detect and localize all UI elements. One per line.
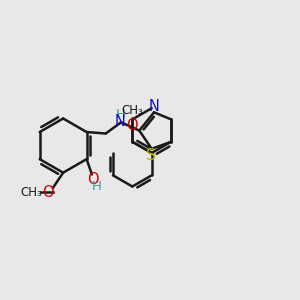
Text: CH₃: CH₃ (122, 104, 143, 117)
Text: O: O (127, 118, 138, 134)
Text: O: O (87, 172, 99, 187)
Text: CH₃: CH₃ (21, 186, 43, 199)
Text: O: O (42, 185, 53, 200)
Text: S: S (146, 148, 156, 163)
Text: N: N (115, 114, 126, 129)
Text: H: H (116, 109, 125, 122)
Text: H: H (92, 180, 102, 193)
Text: N: N (148, 99, 159, 114)
